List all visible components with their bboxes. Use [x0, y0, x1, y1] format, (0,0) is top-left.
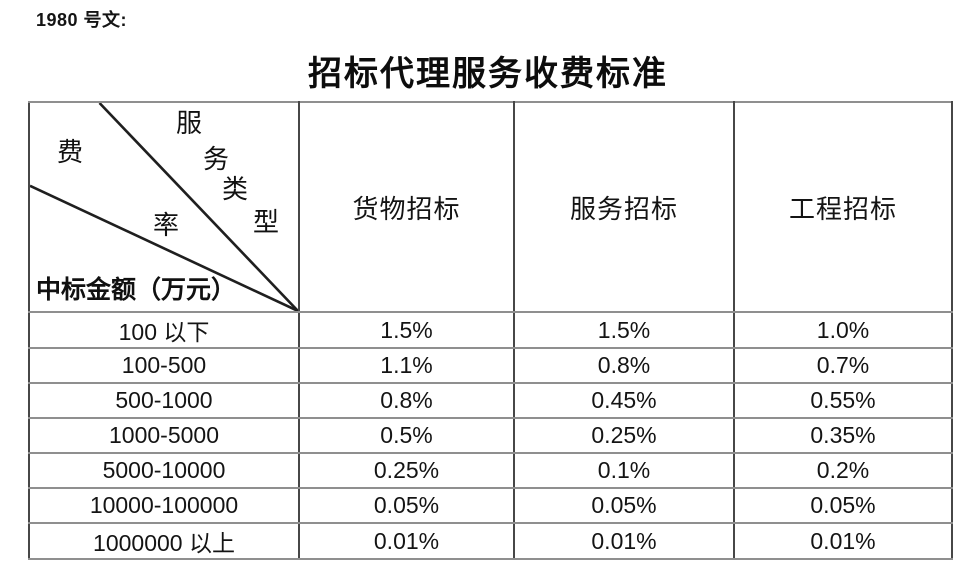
row-label: 1000-5000 [28, 417, 300, 454]
fee-value: 0.01% [298, 522, 515, 560]
fee-value: 0.7% [733, 347, 953, 384]
row-label: 1000000 以上 [28, 522, 300, 560]
fee-value: 0.45% [513, 382, 735, 419]
column-header-goods: 货物招标 [298, 101, 515, 313]
table-row: 10000-100000 0.05% 0.05% 0.05% [28, 487, 953, 524]
table-row: 100-500 1.1% 0.8% 0.7% [28, 347, 953, 384]
fee-value: 0.1% [513, 452, 735, 489]
amount-axis-label: 中标金额（万元） [36, 277, 237, 304]
service-type-char: 型 [253, 208, 280, 237]
table-row: 5000-10000 0.25% 0.1% 0.2% [28, 452, 953, 489]
doc-number-label: 1980 号文: [36, 10, 128, 30]
fee-value: 0.25% [513, 417, 735, 454]
service-type-char: 务 [203, 145, 230, 174]
row-label: 100 以下 [28, 311, 300, 349]
service-type-char: 类 [222, 175, 249, 204]
row-label: 10000-100000 [28, 487, 300, 524]
fee-value: 0.01% [733, 522, 953, 560]
row-label: 500-1000 [28, 382, 300, 419]
table-row: 1000000 以上 0.01% 0.01% 0.01% [28, 522, 953, 560]
table-row: 1000-5000 0.5% 0.25% 0.35% [28, 417, 953, 454]
table-row: 500-1000 0.8% 0.45% 0.55% [28, 382, 953, 419]
table-row: 100 以下 1.5% 1.5% 1.0% [28, 311, 953, 349]
fee-value: 0.5% [298, 417, 515, 454]
fee-value: 0.8% [513, 347, 735, 384]
service-type-char: 服 [176, 109, 203, 138]
fee-value: 1.0% [733, 311, 953, 349]
fee-value: 0.2% [733, 452, 953, 489]
table-header-row: 服 务 类 型 费 率 中标金额（万元） 货物招标 服务招标 工程招标 [28, 101, 953, 313]
row-label: 100-500 [28, 347, 300, 384]
fee-value: 1.5% [298, 311, 515, 349]
column-header-engineering: 工程招标 [733, 101, 953, 313]
fee-value: 0.35% [733, 417, 953, 454]
fee-value: 0.8% [298, 382, 515, 419]
fee-rate-char: 费 [57, 138, 84, 167]
fee-value: 1.5% [513, 311, 735, 349]
fee-rate-char: 率 [153, 211, 180, 240]
fee-value: 0.25% [298, 452, 515, 489]
diagonal-lines [31, 104, 297, 310]
page-title: 招标代理服务收费标准 [308, 56, 668, 93]
fee-value: 0.01% [513, 522, 735, 560]
fee-value: 0.05% [733, 487, 953, 524]
row-label: 5000-10000 [28, 452, 300, 489]
fee-value: 1.1% [298, 347, 515, 384]
fee-value: 0.05% [513, 487, 735, 524]
fee-table: 服 务 类 型 费 率 中标金额（万元） 货物招标 服务招标 工程招标 100 … [28, 101, 953, 560]
column-header-services: 服务招标 [513, 101, 735, 313]
diagonal-corner-cell: 服 务 类 型 费 率 中标金额（万元） [28, 101, 300, 313]
fee-value: 0.05% [298, 487, 515, 524]
fee-value: 0.55% [733, 382, 953, 419]
